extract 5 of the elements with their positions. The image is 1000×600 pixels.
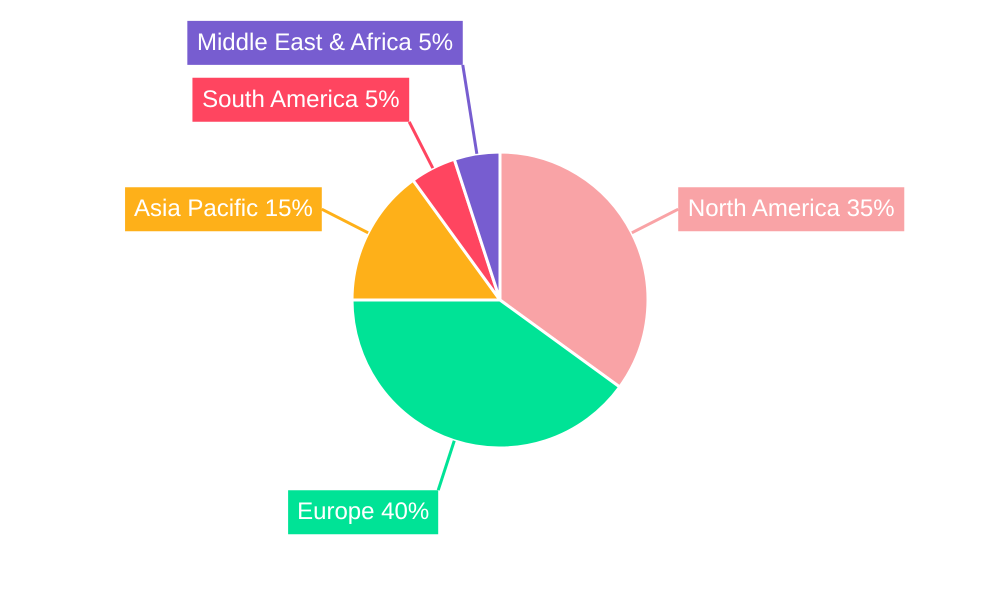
slice-label: Asia Pacific 15% — [134, 195, 313, 222]
slice-label: Europe 40% — [297, 498, 430, 526]
slice-label: South America 5% — [202, 86, 400, 113]
slice-label: North America 35% — [688, 195, 895, 222]
slice-label: Middle East & Africa 5% — [196, 28, 454, 56]
